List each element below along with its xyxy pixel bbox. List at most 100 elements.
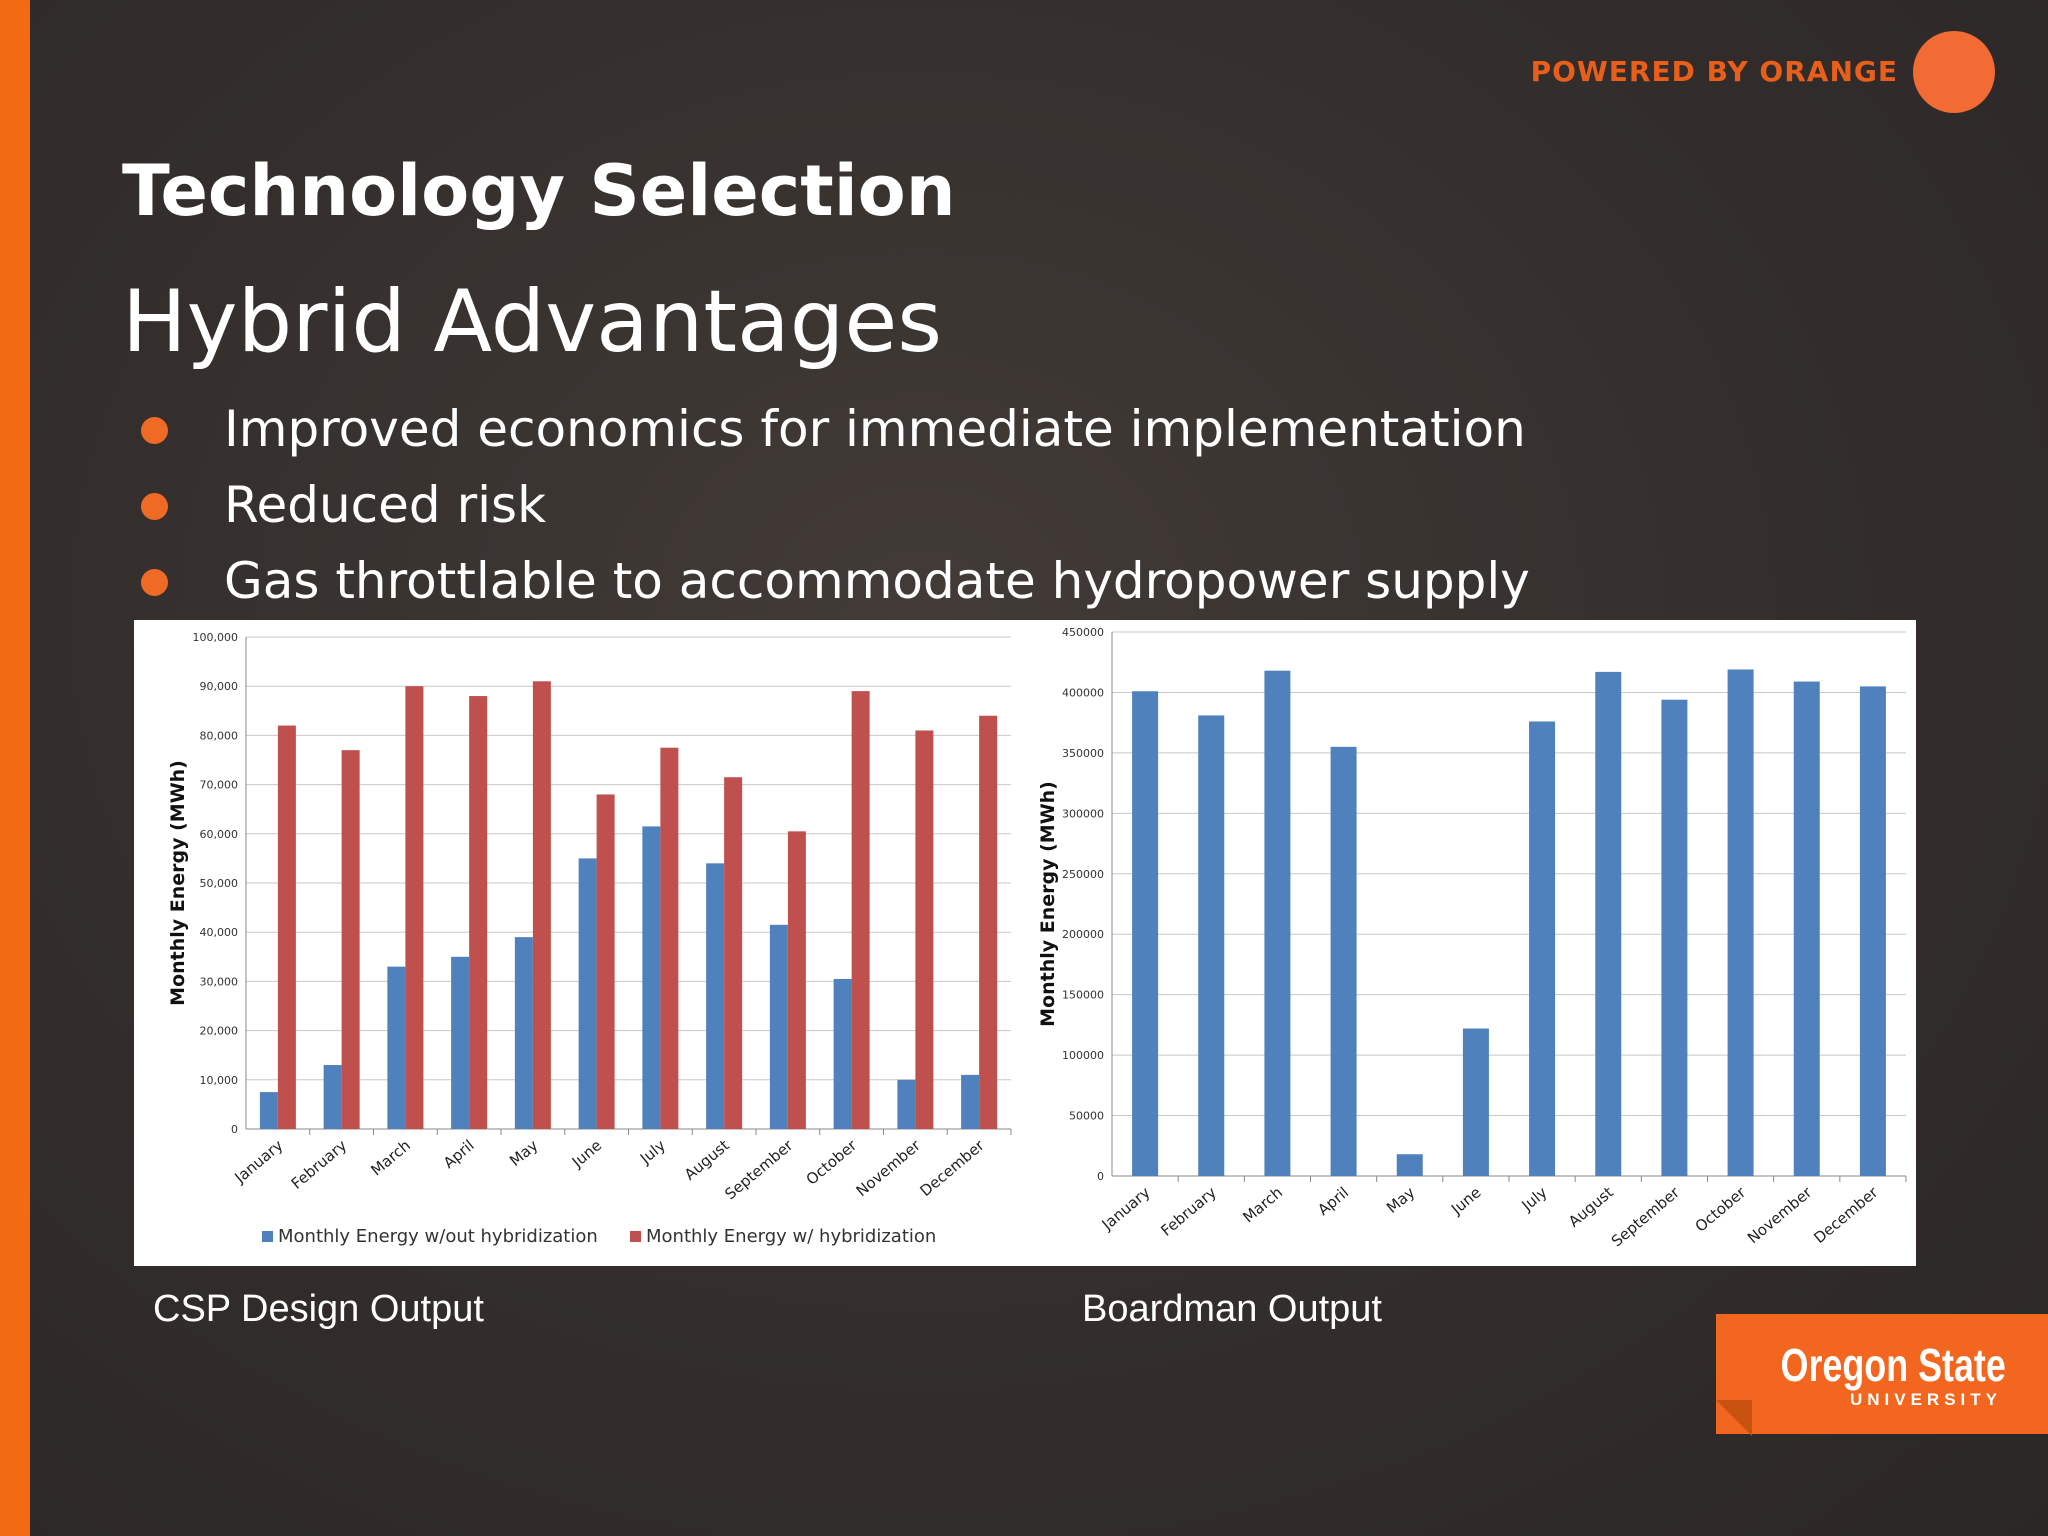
y-tick-label: 40,000 bbox=[200, 926, 239, 939]
bar bbox=[706, 863, 725, 1129]
x-tick-label: July bbox=[636, 1136, 669, 1168]
bullet-dot-icon bbox=[141, 417, 168, 444]
bar bbox=[724, 777, 743, 1129]
x-tick-label: September bbox=[721, 1136, 797, 1204]
bullet-text: Gas throttlable to accommodate hydropowe… bbox=[224, 552, 1530, 610]
x-tick-label: October bbox=[803, 1136, 861, 1189]
caption-csp: CSP Design Output bbox=[153, 1288, 484, 1330]
csp-output-chart: 0 10,000 20,000 30,000 40,000 50,000 60,000 70,… bbox=[167, 631, 1012, 1247]
y-tick-label: 100000 bbox=[1062, 1049, 1104, 1062]
bar bbox=[1793, 681, 1820, 1176]
bar bbox=[514, 937, 533, 1129]
y-tick-label: 90,000 bbox=[200, 680, 239, 693]
bar bbox=[660, 747, 679, 1129]
x-tick-label: April bbox=[440, 1136, 478, 1172]
x-tick-label: February bbox=[288, 1136, 351, 1193]
bar bbox=[642, 826, 661, 1129]
bar bbox=[387, 966, 406, 1129]
bar bbox=[1264, 670, 1291, 1176]
bar bbox=[915, 730, 934, 1129]
logo-fold-icon bbox=[1716, 1400, 1752, 1436]
accent-side-bar bbox=[0, 0, 30, 1536]
bar bbox=[1727, 669, 1754, 1176]
caption-boardman: Boardman Output bbox=[1082, 1288, 1382, 1330]
y-tick-label: 200000 bbox=[1062, 928, 1104, 941]
bar bbox=[961, 1074, 980, 1129]
bar bbox=[1661, 699, 1688, 1176]
y-tick-label: 20,000 bbox=[200, 1025, 239, 1038]
bullet-text: Improved economics for immediate impleme… bbox=[224, 400, 1526, 458]
y-axis-title: Monthly Energy (MWh) bbox=[1037, 781, 1059, 1027]
x-tick-label: March bbox=[1239, 1183, 1286, 1226]
x-tick-label: September bbox=[1608, 1183, 1684, 1251]
y-axis-title: Monthly Energy (MWh) bbox=[167, 760, 189, 1006]
x-tick-label: January bbox=[1098, 1183, 1154, 1234]
bar bbox=[469, 696, 488, 1129]
y-tick-label: 100,000 bbox=[193, 631, 239, 644]
osu-logo: Oregon State UNIVERSITY bbox=[1716, 1314, 2048, 1434]
bar bbox=[341, 750, 360, 1129]
x-tick-label: June bbox=[568, 1136, 605, 1171]
chart-panel-csp: 0 10,000 20,000 30,000 40,000 50,000 60,000 70,… bbox=[134, 620, 1026, 1266]
y-tick-label: 0 bbox=[1097, 1170, 1104, 1183]
bar bbox=[1462, 1028, 1489, 1176]
y-tick-label: 10,000 bbox=[200, 1074, 239, 1087]
x-tick-label: August bbox=[681, 1136, 733, 1184]
brand-tagline: POWERED BY ORANGE bbox=[1530, 55, 1898, 88]
bar bbox=[1198, 715, 1225, 1176]
bar bbox=[979, 715, 998, 1129]
slide-title: Technology Selection bbox=[122, 150, 956, 232]
x-tick-label: October bbox=[1692, 1183, 1750, 1236]
bar bbox=[1396, 1154, 1423, 1176]
y-tick-label: 400000 bbox=[1062, 686, 1104, 699]
x-tick-label: March bbox=[367, 1136, 414, 1179]
legend-swatch bbox=[262, 1231, 273, 1242]
logo-sub: UNIVERSITY bbox=[1849, 1390, 2002, 1409]
bar bbox=[259, 1092, 278, 1129]
x-tick-label: January bbox=[231, 1136, 287, 1187]
bar bbox=[323, 1065, 342, 1129]
y-tick-label: 60,000 bbox=[200, 828, 239, 841]
y-tick-label: 30,000 bbox=[200, 975, 239, 988]
bar bbox=[578, 858, 597, 1129]
slide-subtitle: Hybrid Advantages bbox=[122, 272, 943, 372]
y-tick-label: 0 bbox=[231, 1123, 238, 1136]
y-tick-label: 350000 bbox=[1062, 747, 1104, 760]
bar bbox=[1859, 686, 1886, 1176]
bar bbox=[1132, 691, 1159, 1176]
chart-panel-boardman: 0 50000 100000 150000 200000 250000 300000 3500… bbox=[1026, 620, 1916, 1266]
bar bbox=[277, 725, 296, 1129]
bar bbox=[532, 681, 551, 1129]
bar bbox=[769, 924, 788, 1129]
bar bbox=[451, 956, 470, 1129]
bullet-text: Reduced risk bbox=[224, 476, 547, 534]
x-tick-label: December bbox=[917, 1136, 989, 1200]
legend-swatch bbox=[630, 1231, 641, 1242]
y-tick-label: 150000 bbox=[1062, 989, 1104, 1002]
x-tick-label: April bbox=[1314, 1183, 1352, 1219]
bar bbox=[405, 686, 424, 1129]
x-tick-label: May bbox=[1383, 1183, 1418, 1217]
y-tick-label: 300000 bbox=[1062, 807, 1104, 820]
y-tick-label: 70,000 bbox=[200, 779, 239, 792]
legend-label: Monthly Energy w/out hybridization bbox=[278, 1226, 598, 1247]
bar bbox=[851, 691, 870, 1129]
bar bbox=[596, 794, 615, 1129]
legend-label: Monthly Energy w/ hybridization bbox=[646, 1226, 936, 1247]
bar bbox=[1595, 671, 1622, 1176]
bar bbox=[1529, 721, 1556, 1176]
x-tick-label: February bbox=[1157, 1183, 1220, 1240]
boardman-output-chart: 0 50000 100000 150000 200000 250000 300000 3500… bbox=[1037, 626, 1907, 1251]
bar bbox=[787, 831, 806, 1129]
x-tick-label: May bbox=[506, 1136, 541, 1170]
y-tick-label: 80,000 bbox=[200, 729, 239, 742]
x-tick-label: November bbox=[1744, 1183, 1816, 1247]
bar bbox=[833, 978, 852, 1129]
bullet-dot-icon bbox=[141, 493, 168, 520]
brand-dot-icon bbox=[1913, 31, 1995, 113]
x-tick-label: July bbox=[1518, 1183, 1551, 1215]
y-tick-label: 450000 bbox=[1062, 626, 1104, 639]
x-tick-label: December bbox=[1810, 1183, 1882, 1247]
bar bbox=[897, 1079, 916, 1129]
x-tick-label: June bbox=[1447, 1183, 1484, 1218]
